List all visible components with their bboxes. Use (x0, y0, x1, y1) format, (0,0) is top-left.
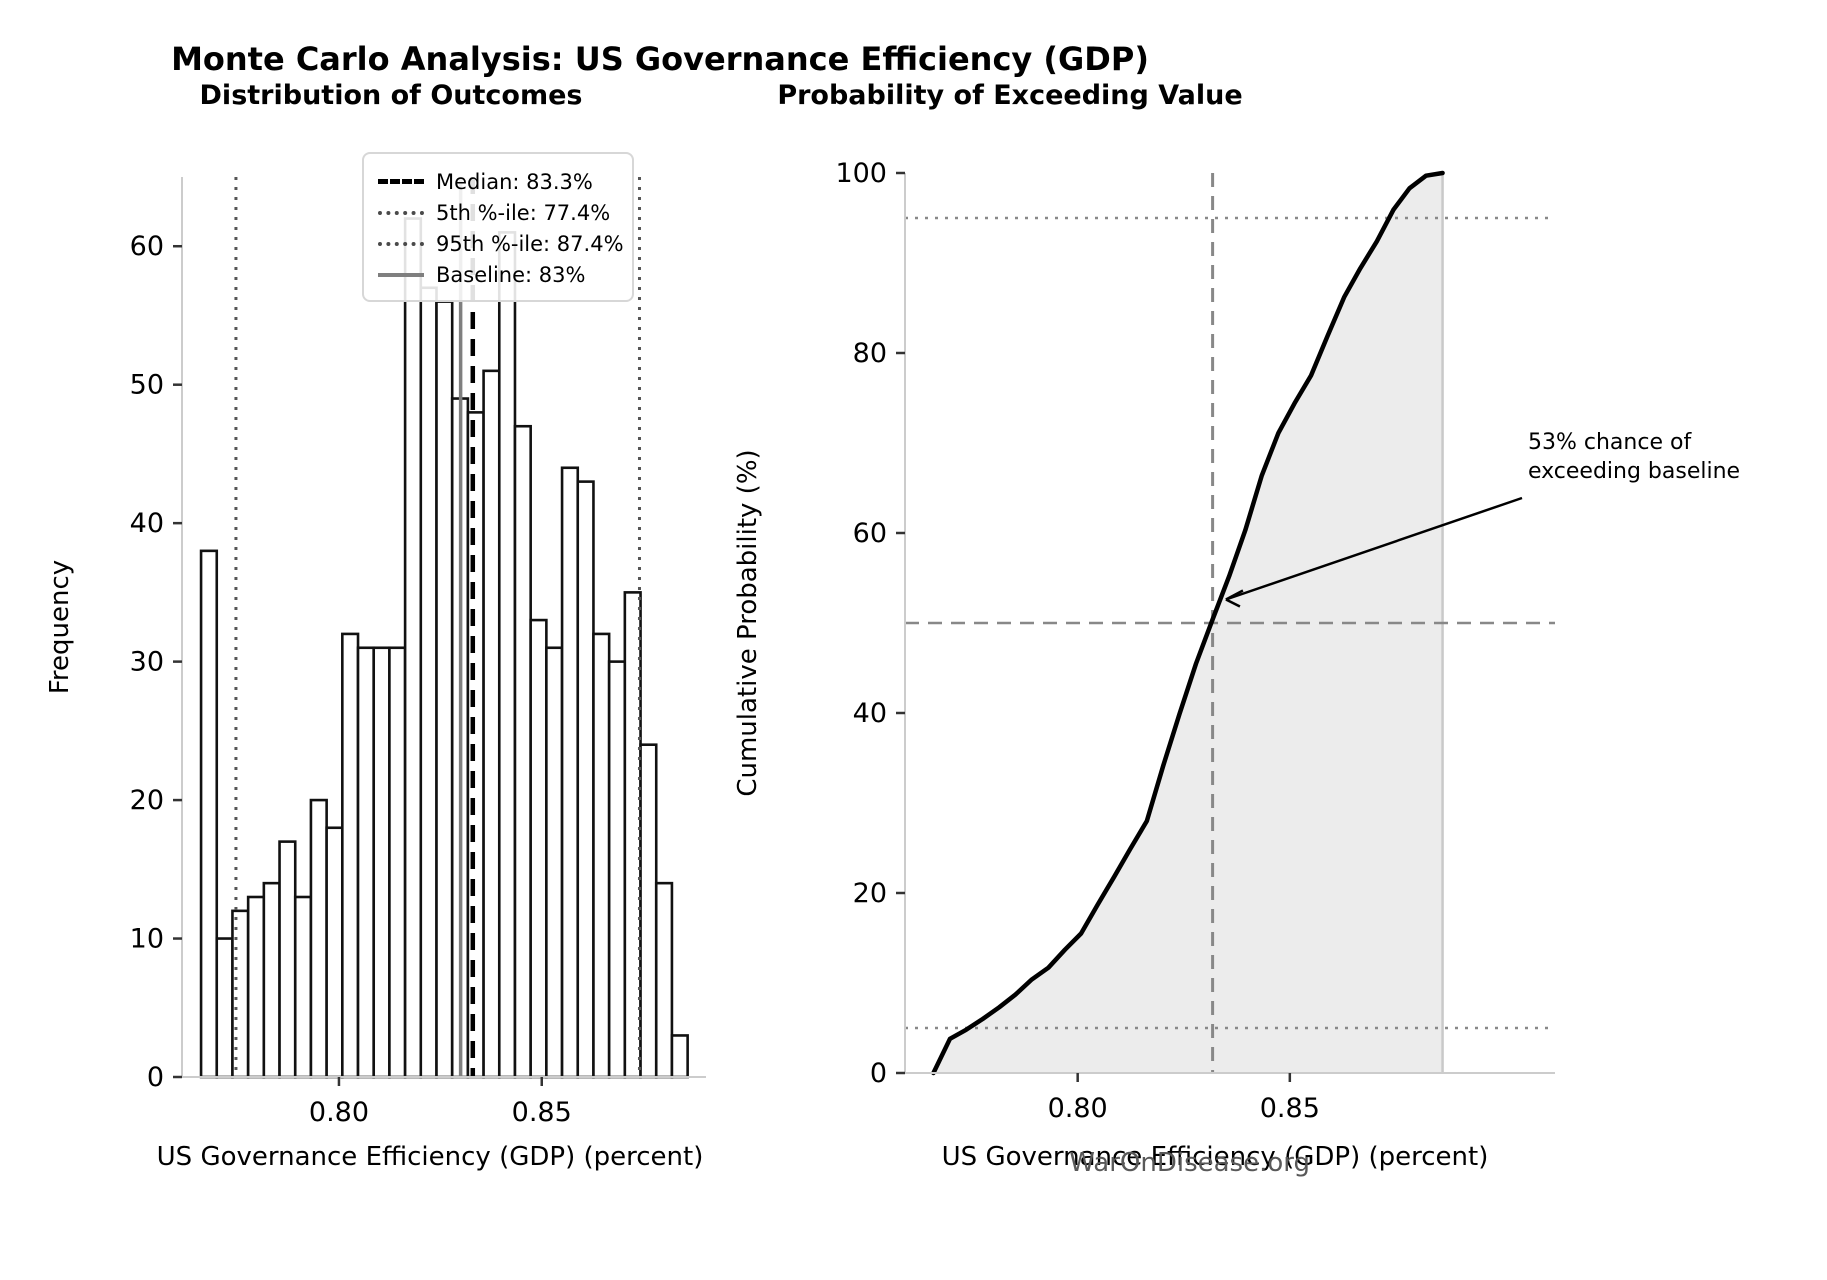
x-tick-label: 0.80 (309, 1097, 369, 1128)
y-tick-label: 40 (853, 698, 887, 729)
histogram-bar (639, 743, 658, 1079)
y-tick-label: 100 (835, 158, 887, 189)
histogram-bar (388, 646, 407, 1079)
y-tick-label: 10 (130, 924, 164, 955)
legend-item-5th-percentile: 5th %-ile: 77.4% (378, 197, 618, 228)
cdf-yaxis-label: Cumulative Probability (%) (733, 449, 763, 797)
histogram-bar (372, 646, 391, 1079)
histogram-bar (592, 632, 611, 1079)
legend: Median: 83.3% 5th %-ile: 77.4% 95th %-il… (362, 152, 634, 302)
exceed-baseline-annotation: 53% chance of exceeding baseline (1528, 428, 1740, 486)
percentile-dotted-line-swatch (378, 210, 424, 215)
histogram-bar (403, 217, 423, 1079)
histogram-bar (309, 798, 328, 1079)
histogram-plot: 0.80 0.85 0 10 20 30 40 50 60 (130, 177, 706, 1128)
histogram-bar (341, 632, 360, 1079)
legend-label: 95th %-ile: 87.4% (436, 231, 624, 256)
histogram-xaxis-label: US Governance Efficiency (GDP) (percent) (156, 1142, 704, 1172)
y-tick-label: 30 (130, 647, 164, 678)
histogram-bar (560, 466, 580, 1079)
histogram-bar (293, 895, 313, 1079)
histogram-bar (623, 591, 642, 1079)
histogram-bar (654, 881, 674, 1079)
x-tick-label: 0.85 (1260, 1093, 1320, 1124)
legend-label: 5th %-ile: 77.4% (436, 200, 611, 225)
y-tick-label: 40 (130, 508, 164, 539)
cdf-xaxis-label: US Governance Efficiency (GDP) (percent) (941, 1142, 1489, 1172)
baseline-solid-line-swatch (378, 272, 424, 277)
x-tick-label: 0.80 (1048, 1093, 1108, 1124)
y-tick-label: 0 (147, 1062, 164, 1093)
cdf-curve (931, 170, 1445, 1076)
histogram-bar (435, 300, 454, 1079)
histogram-bar (419, 286, 438, 1079)
annotation-arrowhead (1225, 598, 1241, 608)
histogram-bar (356, 646, 376, 1079)
y-tick-label: 80 (853, 338, 887, 369)
annotation-line-1: 53% chance of (1528, 430, 1692, 455)
histogram-bar (482, 369, 501, 1079)
histogram-bar (262, 881, 281, 1079)
cdf-fill-area (933, 173, 1443, 1073)
y-tick-label: 60 (853, 518, 887, 549)
histogram-bar (513, 424, 532, 1079)
histogram-bar (670, 1034, 689, 1079)
annotation-arrow-line (1225, 496, 1523, 601)
median-dashed-line-swatch (378, 179, 424, 184)
histogram-title: Distribution of Outcomes (199, 80, 583, 111)
y-tick-label: 0 (870, 1058, 887, 1089)
y-tick-label: 50 (130, 370, 164, 401)
legend-item-baseline: Baseline: 83% (378, 259, 618, 290)
histogram-bar (325, 826, 344, 1079)
x-tick-label: 0.85 (512, 1097, 572, 1128)
figure-title: Monte Carlo Analysis: US Governance Effi… (171, 40, 1149, 78)
histogram-bar (278, 840, 297, 1079)
legend-label: Median: 83.3% (436, 169, 593, 194)
histogram-yaxis-label: Frequency (45, 559, 75, 695)
histogram-bar (215, 937, 234, 1079)
histogram-bar (497, 231, 517, 1079)
percentile-dotted-line-swatch (378, 241, 424, 246)
histogram-bar (576, 480, 595, 1079)
watermark: WarOnDisease.org (1069, 1148, 1310, 1178)
histogram-bar (199, 549, 219, 1079)
cdf-title: Probability of Exceeding Value (777, 80, 1243, 111)
legend-label: Baseline: 83% (436, 262, 586, 287)
histogram-bar (607, 660, 627, 1079)
cdf-plot: 0.80 0.85 0 20 40 60 80 100 (835, 158, 1555, 1124)
histogram-bar (529, 618, 548, 1079)
histogram-bar (545, 646, 564, 1079)
legend-item-95th-percentile: 95th %-ile: 87.4% (378, 228, 624, 259)
y-tick-label: 60 (130, 231, 164, 262)
annotation-arrowhead (1225, 589, 1244, 601)
y-tick-label: 20 (853, 878, 887, 909)
histogram-bar (231, 909, 250, 1079)
y-tick-label: 20 (130, 785, 164, 816)
histogram-bar (466, 411, 485, 1079)
annotation-line-2: exceeding baseline (1528, 459, 1741, 484)
legend-item-median: Median: 83.3% (378, 166, 618, 197)
histogram-bar (246, 895, 266, 1079)
